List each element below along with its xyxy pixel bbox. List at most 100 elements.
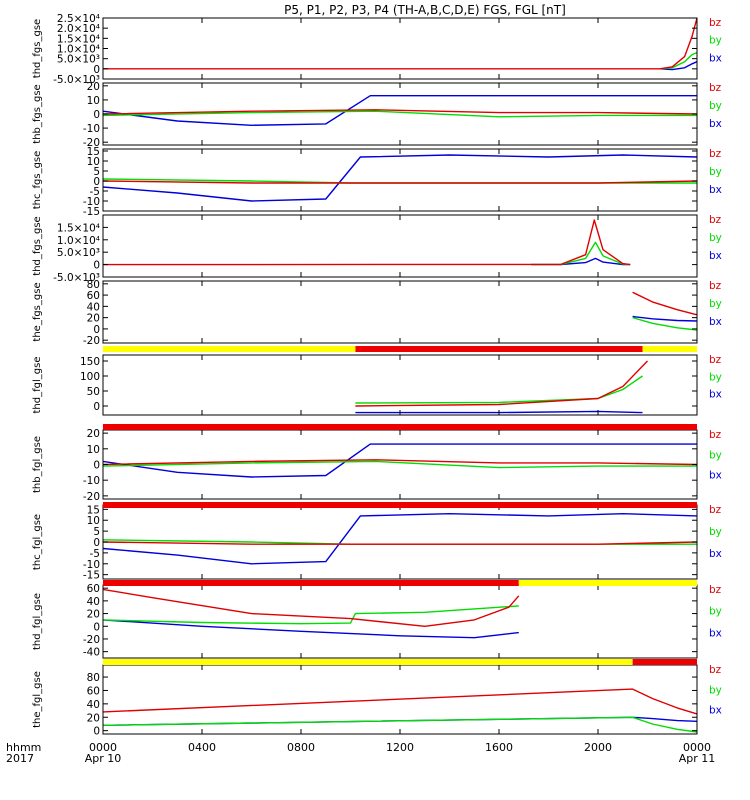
legend-bz: bz — [709, 664, 722, 676]
panel-7: 20 10 0 -10 -20 thb_fgl_gse bz by bx — [32, 428, 722, 503]
series-bx-line — [102, 619, 519, 639]
hhmm-label: hhmm — [6, 741, 41, 754]
y-tick-label: 10 — [87, 95, 100, 107]
y-tick-label: 20 — [87, 712, 100, 724]
y-tick-label: -5 — [90, 548, 100, 560]
series-by-line — [632, 316, 698, 331]
y-axis-label: thc_fgs_gse — [32, 151, 43, 210]
y-tick-label: 40 — [87, 596, 100, 608]
series-bz-line — [103, 17, 698, 70]
mode-bar-segment — [518, 580, 697, 586]
series-bz-line — [102, 109, 698, 115]
year-label: 2017 — [6, 752, 34, 765]
y-tick-label: 1.0×10⁴ — [57, 44, 100, 56]
legend-bz: bz — [709, 17, 722, 29]
legend-by: by — [709, 526, 722, 538]
series-bz-line — [102, 541, 698, 545]
y-axis-label: thb_fgs_gse — [32, 84, 43, 143]
y-tick-label: -20 — [83, 137, 100, 149]
y-tick-label: 2.0×10⁴ — [57, 23, 100, 35]
panel-frame — [102, 280, 698, 344]
series-by-line — [531, 241, 631, 266]
y-tick-label: -5 — [90, 186, 100, 198]
series-bz-line — [632, 291, 698, 316]
y-tick-label: -40 — [83, 647, 100, 659]
x-tick-label: 0800 — [287, 741, 315, 754]
y-tick-label: 0 — [93, 401, 100, 413]
legend-by: by — [709, 100, 722, 112]
y-tick-label: 2.5×10⁴ — [57, 13, 100, 25]
series-by-line — [102, 716, 698, 733]
x-tick-label: 0400 — [188, 741, 216, 754]
x-tick-label: 1200 — [386, 741, 414, 754]
y-tick-label: 0 — [93, 324, 100, 336]
legend-by: by — [709, 166, 722, 178]
legend-by: by — [709, 232, 722, 244]
y-axis-label: the_fgs_gse — [32, 282, 43, 341]
mode-bar-segment — [103, 346, 356, 352]
panel-frame — [102, 504, 698, 580]
series-bx-line — [102, 94, 697, 127]
y-tick-label: 0 — [93, 109, 100, 121]
series-bz-line — [102, 459, 698, 466]
series-bx-line — [355, 410, 643, 414]
legend-bx: bx — [709, 184, 722, 196]
series-by-line — [102, 605, 519, 625]
y-tick-label: 20 — [87, 81, 100, 93]
series-bx-line — [102, 513, 698, 565]
panel-frame — [102, 584, 698, 659]
mode-bar-segment — [103, 502, 697, 508]
panel-1: 2.5×10⁴2.0×10⁴1.5×10⁴1.0×10⁴5.0×10³0-5.0… — [32, 13, 722, 86]
y-axis-label: thd_fgs_gse — [32, 216, 43, 275]
mode-bar-segment — [355, 346, 643, 352]
legend-by: by — [709, 684, 722, 696]
series-bx-line — [102, 154, 698, 202]
legend-bz: bz — [709, 354, 722, 366]
y-tick-label: -20 — [83, 335, 100, 347]
legend-by: by — [709, 35, 722, 47]
y-tick-label: 0 — [93, 176, 100, 188]
y-tick-label: -5.0×10³ — [53, 272, 100, 284]
y-tick-label: 10 — [87, 515, 100, 527]
mode-bar-segment — [103, 580, 519, 586]
y-tick-label: -15 — [83, 570, 100, 582]
y-tick-label: 0 — [93, 260, 100, 272]
series-bx-line — [102, 443, 697, 478]
y-tick-label: 0 — [93, 726, 100, 738]
y-tick-label: -10 — [83, 196, 100, 208]
y-tick-label: -5.0×10³ — [53, 74, 100, 86]
x-tick-label: 0000 — [683, 741, 711, 754]
legend-bz: bz — [709, 148, 722, 160]
mode-bar-segment — [642, 346, 697, 352]
panel-frame — [102, 214, 698, 278]
series-bz-line — [355, 360, 649, 407]
legend-bz: bz — [709, 504, 722, 516]
panel-frame — [102, 17, 698, 80]
series-by-line — [102, 110, 697, 118]
series-by-line — [102, 460, 697, 469]
legend-bx: bx — [709, 118, 722, 130]
y-tick-label: 15 — [87, 146, 100, 158]
y-tick-label: 5 — [93, 166, 100, 178]
y-tick-label: 100 — [80, 371, 100, 383]
y-tick-label: 1.5×10⁴ — [57, 33, 100, 45]
y-tick-label: 0 — [93, 621, 100, 633]
y-tick-label: 60 — [87, 583, 100, 595]
y-tick-label: -10 — [83, 475, 100, 487]
legend-bz: bz — [709, 214, 722, 226]
legend-bx: bx — [709, 316, 722, 328]
legend-bx: bx — [709, 52, 722, 64]
y-tick-label: 150 — [80, 356, 100, 368]
y-tick-label: 50 — [87, 386, 100, 398]
y-tick-label: 60 — [87, 290, 100, 302]
y-tick-label: 0 — [93, 64, 100, 76]
legend-bx: bx — [709, 250, 722, 262]
series-bx-line — [632, 315, 698, 322]
